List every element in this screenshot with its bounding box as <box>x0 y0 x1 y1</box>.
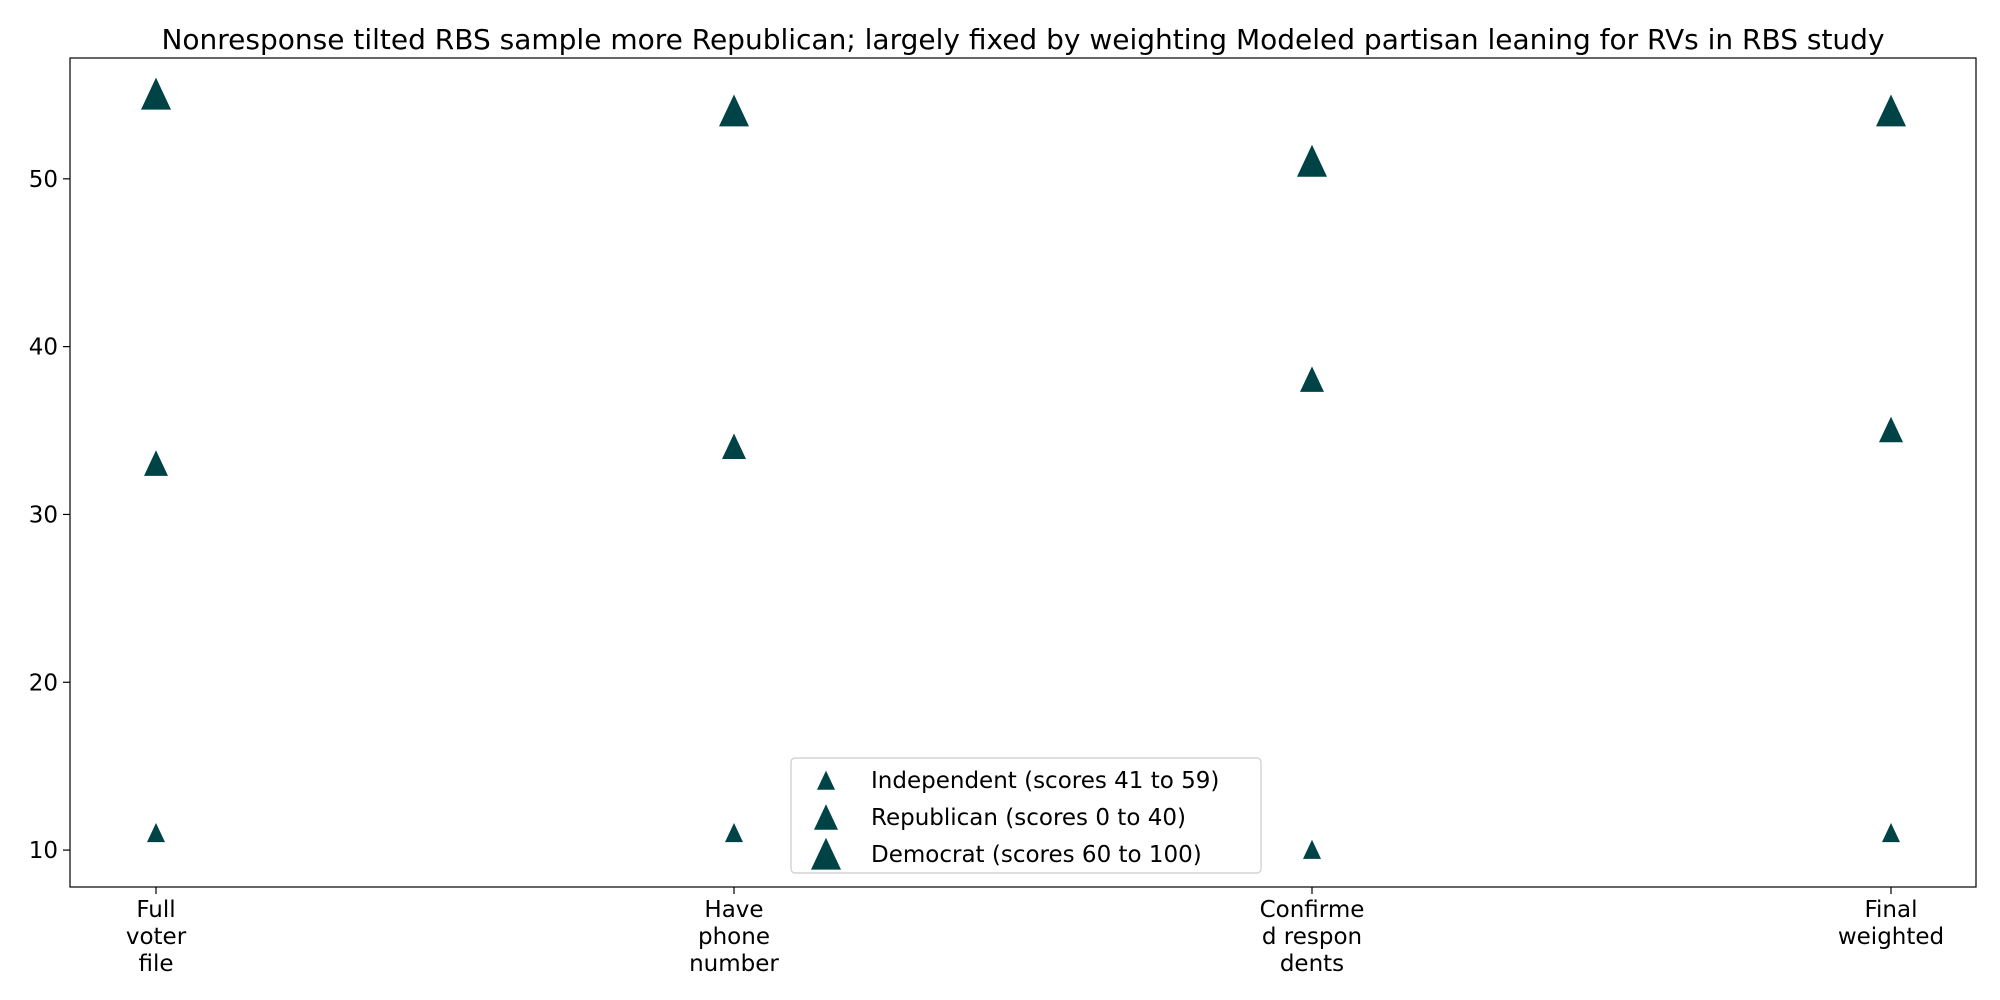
data-point-triangle-small <box>725 822 743 843</box>
x-tick-label: Confirme d respon dents <box>1260 897 1365 977</box>
data-point-triangle-large <box>1876 94 1906 127</box>
legend-marker-triangle-small <box>817 770 835 790</box>
legend-label: Republican (scores 0 to 40) <box>871 805 1186 831</box>
x-tick-label: Have phone number <box>689 897 779 977</box>
data-point-triangle-medium <box>1879 416 1903 443</box>
data-point-triangle-large <box>1297 144 1327 177</box>
x-tick-label-line: Final <box>1864 897 1917 923</box>
data-point-triangle-small <box>1882 822 1900 843</box>
legend-marker-triangle-large <box>811 837 841 870</box>
x-tick-label-line: Confirme <box>1260 897 1365 923</box>
x-tick-label-line: d respon <box>1262 924 1362 950</box>
data-markers <box>141 77 1906 859</box>
data-point-triangle-small <box>1303 839 1321 859</box>
x-tick-label-line: dents <box>1280 951 1344 977</box>
x-tick-label-line: voter <box>126 924 187 950</box>
x-tick-label-line: weighted <box>1838 924 1944 950</box>
chart-title: Nonresponse tilted RBS sample more Repub… <box>161 23 1884 56</box>
legend-label: Independent (scores 41 to 59) <box>871 768 1219 794</box>
x-tick-label-line: file <box>138 951 173 977</box>
y-axis: 10 20 30 40 50 <box>29 167 70 864</box>
x-axis: Full voter file Have phone number Confirme d re… <box>126 887 1944 977</box>
y-tick-label: 40 <box>29 335 58 361</box>
y-tick-label: 50 <box>29 167 58 193</box>
legend-box <box>790 757 1262 874</box>
legend-label: Democrat (scores 60 to 100) <box>871 842 1202 868</box>
y-tick-label: 30 <box>29 502 58 528</box>
y-tick-label: 20 <box>29 670 58 696</box>
legend: Independent (scores 41 to 59) Republican … <box>790 757 1262 874</box>
x-tick-label-line: number <box>689 951 779 977</box>
plot-area <box>69 57 1977 888</box>
data-point-triangle-medium <box>144 450 168 476</box>
legend-marker-triangle-medium <box>814 804 838 830</box>
x-tick-label: Final weighted <box>1838 897 1944 950</box>
data-point-triangle-large <box>141 77 171 110</box>
y-tick-label: 10 <box>29 838 58 864</box>
x-tick-label: Full voter file <box>126 897 187 977</box>
data-point-triangle-medium <box>722 433 746 460</box>
x-tick-label-line: Full <box>136 897 175 923</box>
x-tick-label-line: Have <box>704 897 763 923</box>
data-point-triangle-small <box>147 822 165 843</box>
data-point-triangle-medium <box>1300 366 1324 392</box>
data-point-triangle-large <box>719 94 749 127</box>
x-tick-label-line: phone <box>698 924 770 950</box>
